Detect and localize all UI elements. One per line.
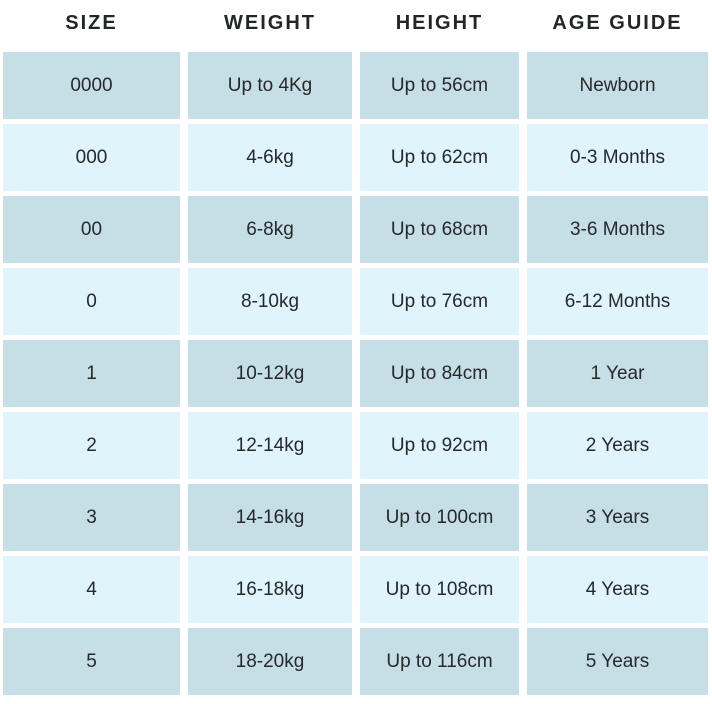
age-cell: 0-3 Months <box>527 124 708 191</box>
size-cell: 0000 <box>3 52 180 119</box>
weight-cell: 16-18kg <box>188 556 352 623</box>
size-cell: 2 <box>3 412 180 479</box>
height-cell: Up to 108cm <box>360 556 519 623</box>
size-cell: 000 <box>3 124 180 191</box>
age-cell: 4 Years <box>527 556 708 623</box>
height-cell: Up to 116cm <box>360 628 519 695</box>
column-header-size: SIZE <box>3 0 180 47</box>
height-cell: Up to 62cm <box>360 124 519 191</box>
height-cell: Up to 92cm <box>360 412 519 479</box>
size-cell: 3 <box>3 484 180 551</box>
age-cell: 6-12 Months <box>527 268 708 335</box>
size-cell: 4 <box>3 556 180 623</box>
column-header-age-guide: AGE GUIDE <box>527 0 708 47</box>
weight-cell: 14-16kg <box>188 484 352 551</box>
weight-cell: 12-14kg <box>188 412 352 479</box>
weight-cell: 6-8kg <box>188 196 352 263</box>
age-cell: Newborn <box>527 52 708 119</box>
weight-cell: 10-12kg <box>188 340 352 407</box>
column-header-height: HEIGHT <box>360 0 519 47</box>
age-cell: 2 Years <box>527 412 708 479</box>
age-cell: 5 Years <box>527 628 708 695</box>
size-cell: 1 <box>3 340 180 407</box>
height-cell: Up to 56cm <box>360 52 519 119</box>
column-header-weight: WEIGHT <box>188 0 352 47</box>
size-cell: 00 <box>3 196 180 263</box>
height-cell: Up to 76cm <box>360 268 519 335</box>
age-cell: 3-6 Months <box>527 196 708 263</box>
size-cell: 0 <box>3 268 180 335</box>
weight-cell: Up to 4Kg <box>188 52 352 119</box>
weight-cell: 8-10kg <box>188 268 352 335</box>
height-cell: Up to 84cm <box>360 340 519 407</box>
height-cell: Up to 68cm <box>360 196 519 263</box>
age-cell: 1 Year <box>527 340 708 407</box>
size-cell: 5 <box>3 628 180 695</box>
height-cell: Up to 100cm <box>360 484 519 551</box>
size-chart-table: SIZE WEIGHT HEIGHT AGE GUIDE 0000 Up to … <box>3 0 708 695</box>
weight-cell: 18-20kg <box>188 628 352 695</box>
age-cell: 3 Years <box>527 484 708 551</box>
weight-cell: 4-6kg <box>188 124 352 191</box>
